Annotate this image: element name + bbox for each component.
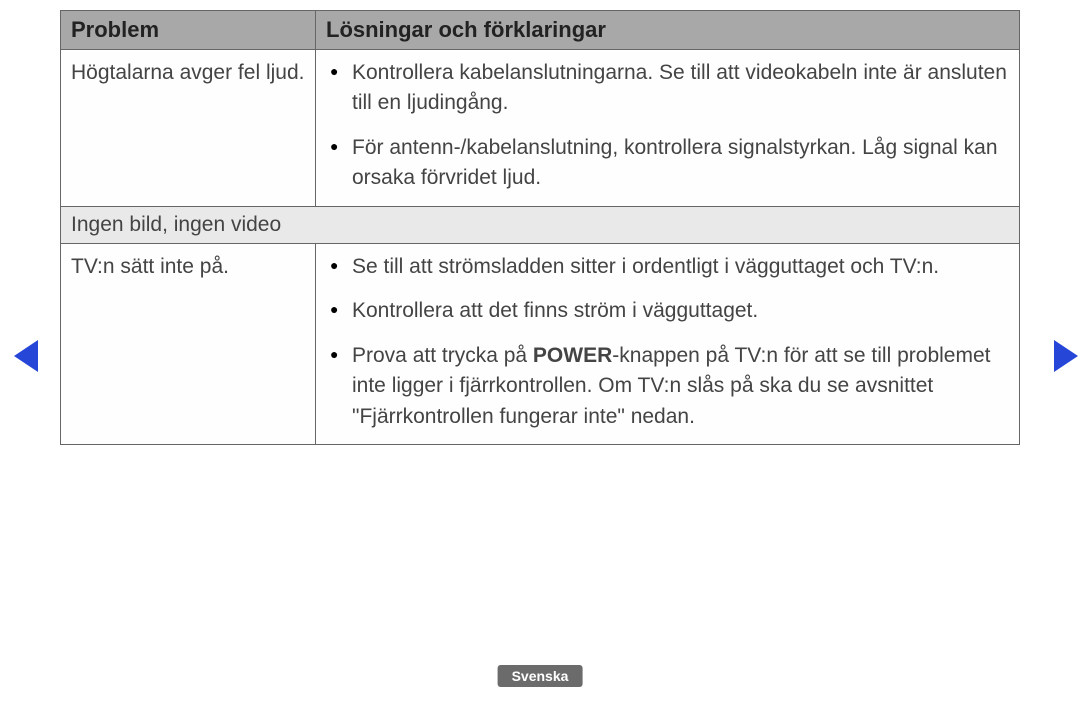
- table-row: Högtalarna avger fel ljud. Kontrollera k…: [60, 50, 1020, 207]
- section-row: Ingen bild, ingen video: [60, 207, 1020, 244]
- table-header-row: Problem Lösningar och förklaringar: [60, 10, 1020, 50]
- solution-text-pre: Prova att trycka på: [352, 344, 533, 367]
- solution-cell: Se till att strömsladden sitter i ordent…: [316, 244, 1019, 444]
- header-solutions: Lösningar och förklaringar: [316, 11, 1019, 49]
- solution-bullet: För antenn-/kabelanslutning, kontrollera…: [326, 133, 1009, 194]
- solution-bullet: Kontrollera att det finns ström i väggut…: [326, 296, 1009, 326]
- next-page-arrow[interactable]: [1054, 340, 1078, 372]
- solution-cell: Kontrollera kabelanslutningarna. Se till…: [316, 50, 1019, 206]
- solution-text-bold: POWER: [533, 344, 612, 367]
- problem-cell: TV:n sätt inte på.: [61, 244, 316, 444]
- solution-bullet: Prova att trycka på POWER-knappen på TV:…: [326, 341, 1009, 432]
- table-row: TV:n sätt inte på. Se till att strömslad…: [60, 244, 1020, 445]
- section-title: Ingen bild, ingen video: [61, 207, 1019, 243]
- solution-bullet: Kontrollera kabelanslutningarna. Se till…: [326, 58, 1009, 119]
- language-badge: Svenska: [498, 665, 583, 687]
- header-problem: Problem: [61, 11, 316, 49]
- troubleshooting-table: Problem Lösningar och förklaringar Högta…: [60, 10, 1020, 445]
- solution-bullet: Se till att strömsladden sitter i ordent…: [326, 252, 1009, 282]
- problem-cell: Högtalarna avger fel ljud.: [61, 50, 316, 206]
- prev-page-arrow[interactable]: [14, 340, 38, 372]
